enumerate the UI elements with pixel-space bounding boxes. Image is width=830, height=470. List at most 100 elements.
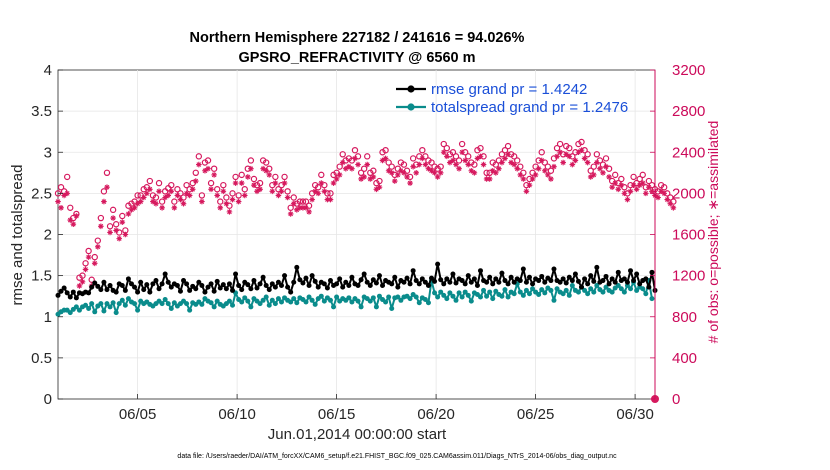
assimilated-obs-marker [119,219,126,225]
rmse-point [275,279,281,285]
rmse-point [548,278,554,284]
rmse-point [643,276,649,282]
rmse-point [132,284,138,290]
possible-obs-marker [318,171,325,179]
assimilated-obs-marker [116,235,123,242]
assimilated-obs-marker [606,174,612,180]
totalspread-point [318,293,324,299]
totalspread-point [266,302,272,308]
totalspread-point [649,296,655,302]
assimilated-obs-marker [101,198,107,205]
assimilated-obs-marker [502,155,508,162]
rmse-point [251,278,257,284]
assimilated-obs-marker [76,283,83,289]
y2-tick-label: 400 [672,350,697,367]
possible-obs-marker [477,144,484,152]
totalspread-point [395,294,401,300]
totalspread-point [107,304,113,310]
totalspread-point [230,302,236,308]
possible-obs-marker [360,165,368,172]
assimilated-obs-marker [67,217,74,223]
rmse-point [113,289,119,295]
totalspread-point [73,304,79,310]
possible-obs-marker [85,247,92,255]
assimilated-obs-marker [177,196,184,203]
totalspread-point [89,301,95,307]
rmse-point [637,281,643,287]
possible-obs-marker [428,159,435,166]
assimilated-obs-marker [113,227,119,234]
possible-obs-marker [385,159,392,166]
assimilated-obs-marker [346,163,352,170]
totalspread-point [263,294,269,300]
legend-spread-marker [407,103,415,111]
assimilated-obs-marker [535,165,542,172]
totalspread-point [505,294,511,300]
assimilated-obs-marker [263,167,269,174]
rmse-point [199,283,205,288]
rmse-point [551,266,557,272]
rmse-point [125,276,131,282]
rmse-point [517,278,523,284]
totalspread-point [226,298,232,304]
rmse-point [557,279,563,285]
assimilated-obs-marker [514,165,521,172]
x-tick-label: 06/25 [517,406,555,423]
rmse-point [159,281,165,287]
assimilated-obs-marker [272,180,279,186]
rmse-point [73,295,79,301]
assimilated-obs-marker [294,207,300,213]
possible-obs-marker [299,198,307,205]
rmse-point [64,290,70,296]
assimilated-obs-marker [183,190,190,197]
possible-obs-marker [660,184,668,191]
totalspread-point [135,307,141,313]
assimilated-obs-marker [551,163,557,170]
rmse-point [395,284,401,290]
totalspread-point [122,302,128,308]
legend-rmse-label: rmse grand pr = 1.4242 [431,81,587,98]
possible-obs-marker [171,198,178,205]
rmse-point [324,285,330,291]
totalspread-point [490,296,496,302]
totalspread-point [214,298,220,304]
assimilated-obs-marker [603,163,609,170]
rmse-point [58,288,64,294]
assimilated-obs-marker [655,194,661,201]
totalspread-point [468,298,474,304]
rmse-point [526,274,532,280]
possible-obs-marker [106,223,114,230]
totalspread-point [370,295,376,301]
rmse-point [646,284,652,290]
rmse-point [459,278,465,284]
rmse-point [649,269,655,275]
rmse-point [410,268,416,274]
possible-obs-marker [112,221,120,228]
totalspread-point [242,295,248,301]
rmse-point [196,279,202,285]
rmse-point [432,278,438,284]
possible-obs-marker [409,155,417,162]
assimilated-obs-marker [459,149,465,156]
rmse-point [223,286,229,292]
totalspread-point [517,289,523,295]
rmse-point [67,294,73,300]
possible-obs-marker [618,175,625,183]
possible-obs-marker [134,192,141,199]
assimilated-obs-marker [125,211,132,217]
assimilated-obs-marker [373,186,380,193]
chart-title-line1: Northern Hemisphere 227182 / 241616 = 94… [190,30,525,46]
totalspread-point [327,297,333,303]
rmse-point [101,279,107,285]
assimilated-obs-marker [590,172,597,178]
rmse-point [435,261,441,267]
possible-obs-marker [612,171,619,179]
rmse-point [98,287,104,293]
rmse-point [193,286,199,292]
rmse-point [364,279,370,285]
assimilated-obs-marker [186,192,193,199]
totalspread-point [184,301,190,307]
assimilated-obs-marker [303,204,309,211]
totalspread-point [422,296,428,302]
